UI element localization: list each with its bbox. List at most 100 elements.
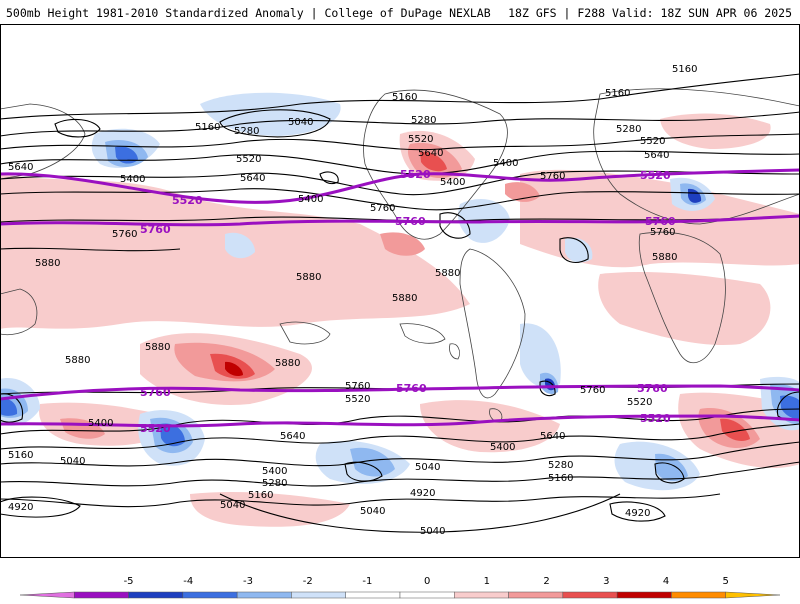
- contour-label: 5640: [540, 431, 565, 442]
- colorbar-svg: -5 -4 -3 -2 -1 0 1 2 3 4 5: [19, 576, 781, 599]
- colorbar-segment: [562, 591, 618, 599]
- contour-label: 5040: [415, 462, 440, 473]
- contour-label: 5520: [627, 397, 652, 408]
- contour-label: 5760: [540, 171, 565, 182]
- contour-label: 5880: [435, 268, 460, 279]
- purple-contour-labels: 5520 5520 5520 5760 5760 5760 5760 5760 …: [140, 168, 676, 435]
- contour-label: 4920: [8, 502, 33, 513]
- contour-label: 4920: [625, 508, 650, 519]
- colorbar-segment: [128, 591, 184, 599]
- contour-label: 5400: [262, 466, 287, 477]
- contour-label: 5760: [345, 381, 370, 392]
- colorbar-tick-label: 2: [543, 576, 549, 587]
- purple-contour-label: 5520: [172, 194, 203, 207]
- colorbar-ticks: -5 -4 -3 -2 -1 0 1 2 3 4 5: [124, 576, 729, 587]
- contour-label: 5280: [234, 126, 259, 137]
- contour-label: 5640: [240, 173, 265, 184]
- contour-label: 5760: [580, 385, 605, 396]
- colorbar-segment: [454, 591, 509, 599]
- colorbar-tick-label: -1: [362, 576, 372, 587]
- contour-label: 5400: [88, 418, 113, 429]
- colorbar-tick-label: -2: [303, 576, 313, 587]
- contour-label: 5400: [440, 177, 465, 188]
- contour-label: 5280: [262, 478, 287, 489]
- contour-label: 5880: [652, 252, 677, 263]
- contour-label: 5400: [298, 194, 323, 205]
- contour-label: 5880: [35, 258, 60, 269]
- colorbar-segment: [508, 591, 564, 599]
- map-title: 500mb Height 1981-2010 Standardized Anom…: [6, 6, 491, 20]
- contour-label: 5400: [490, 442, 515, 453]
- purple-contour-label: 5760: [396, 382, 427, 395]
- contour-label: 5280: [548, 460, 573, 471]
- contour-label: 5760: [112, 229, 137, 240]
- contour-label: 5040: [360, 506, 385, 517]
- contour-label: 5160: [195, 122, 220, 133]
- contour-label: 5880: [275, 358, 300, 369]
- colorbar-tick-label: 5: [723, 576, 729, 587]
- contour-label: 5520: [345, 394, 370, 405]
- contour-label: 5160: [605, 88, 630, 99]
- contour-label: 5880: [145, 342, 170, 353]
- colorbar-segment: [616, 591, 672, 599]
- purple-contour-label: 5760: [645, 215, 676, 228]
- contour-label: 5880: [392, 293, 417, 304]
- colorbar-tick-label: 0: [424, 576, 430, 587]
- colorbar-segment: [291, 591, 346, 599]
- contour-label: 5400: [493, 158, 518, 169]
- contour-label: 5160: [548, 473, 573, 484]
- colorbar-tick-label: 3: [603, 576, 609, 587]
- colorbar-tick-label: 1: [484, 576, 490, 587]
- contour-label: 5400: [120, 174, 145, 185]
- contour-label: 4920: [410, 488, 435, 499]
- contour-label: 5640: [418, 148, 443, 159]
- colorbar-segment: [19, 591, 75, 599]
- contour-label: 5160: [248, 490, 273, 501]
- colorbar-segments: [19, 591, 781, 599]
- contour-label: 5520: [640, 136, 665, 147]
- contour-label: 5760: [650, 227, 675, 238]
- colorbar-segment: [725, 591, 781, 599]
- contour-label: 5520: [408, 134, 433, 145]
- colorbar-tick-label: -5: [124, 576, 134, 587]
- purple-contour-label: 5520: [400, 168, 431, 181]
- contour-label: 5640: [280, 431, 305, 442]
- purple-contour-label: 5760: [637, 382, 668, 395]
- contour-label: 5040: [60, 456, 85, 467]
- colorbar-segment: [345, 591, 401, 599]
- contour-label: 5160: [8, 450, 33, 461]
- contour-label: 5160: [672, 64, 697, 75]
- colorbar-tick-label: 4: [663, 576, 669, 587]
- purple-contour-label: 5760: [395, 215, 426, 228]
- contour-label: 5760: [370, 203, 395, 214]
- contour-label: 5640: [644, 150, 669, 161]
- model-valid-time: 18Z GFS | F288 Valid: 18Z SUN APR 06 202…: [508, 6, 792, 20]
- purple-contour-label: 5520: [140, 422, 171, 435]
- colorbar-segment: [236, 591, 292, 599]
- contour-label: 5880: [296, 272, 321, 283]
- header: 500mb Height 1981-2010 Standardized Anom…: [0, 0, 800, 24]
- colorbar-segment: [671, 591, 726, 599]
- contour-label: 5280: [616, 124, 641, 135]
- colorbar-tick-label: -4: [183, 576, 193, 587]
- colorbar: -5 -4 -3 -2 -1 0 1 2 3 4 5: [0, 570, 800, 600]
- map-panel: 5160 5160 5160 5160 5040 5280 5280 5280 …: [0, 24, 800, 558]
- purple-contours: [0, 168, 800, 428]
- purple-contour-label: 5760: [140, 223, 171, 236]
- purple-contour-label: 5520: [640, 412, 671, 425]
- contour-label: 5040: [420, 526, 445, 537]
- contour-labels: 5160 5160 5160 5160 5040 5280 5280 5280 …: [8, 64, 697, 537]
- colorbar-segment: [399, 591, 455, 599]
- contour-label: 5040: [288, 117, 313, 128]
- purple-contour-label: 5520: [640, 169, 671, 182]
- anomaly-map: 5160 5160 5160 5160 5040 5280 5280 5280 …: [0, 24, 800, 558]
- contour-label: 5640: [8, 162, 33, 173]
- purple-contour-label: 5760: [140, 386, 171, 399]
- contour-label: 5280: [411, 115, 436, 126]
- colorbar-tick-label: -3: [243, 576, 253, 587]
- contour-label: 5880: [65, 355, 90, 366]
- contour-label: 5040: [220, 500, 245, 511]
- contour-label: 5160: [392, 92, 417, 103]
- colorbar-segment: [74, 591, 129, 599]
- colorbar-segment: [182, 591, 238, 599]
